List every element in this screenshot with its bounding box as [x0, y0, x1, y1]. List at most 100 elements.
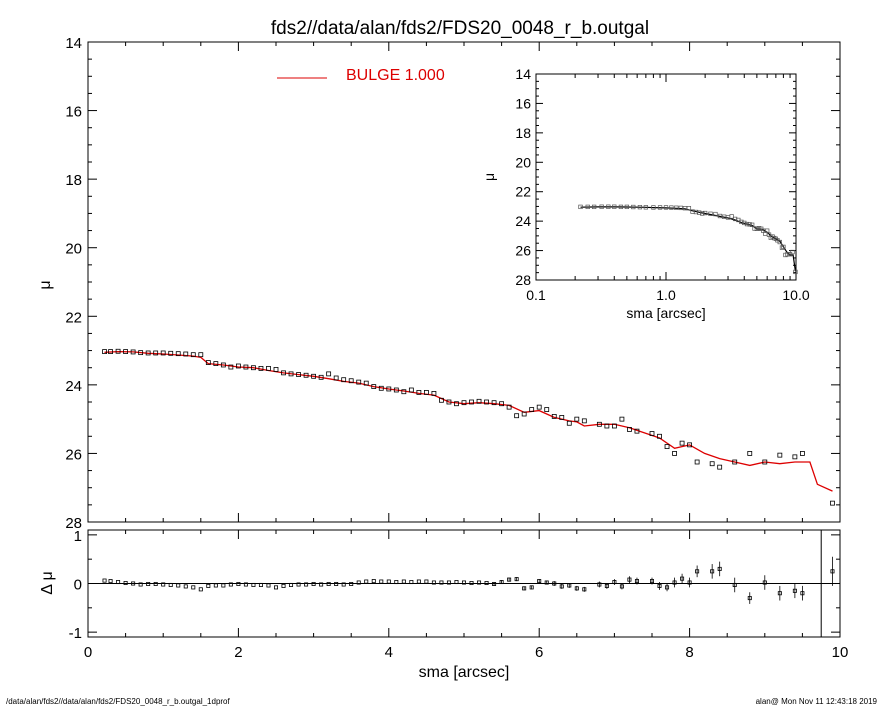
- residual-point: [687, 580, 692, 585]
- inset-data-point: [663, 205, 669, 210]
- data-point: [235, 363, 241, 369]
- residual-point: [604, 583, 609, 588]
- residual-point: [431, 580, 436, 585]
- data-point: [408, 387, 414, 393]
- residual-point: [131, 581, 136, 586]
- data-point: [499, 401, 505, 407]
- data-point: [454, 401, 459, 407]
- y-tick-label: 16: [65, 104, 82, 121]
- data-point: [574, 416, 580, 422]
- x-tick-label: 1.0: [656, 287, 676, 303]
- residual-point: [559, 584, 564, 589]
- residual-point: [168, 582, 173, 587]
- residual-point: [492, 581, 497, 586]
- inset-data-point: [669, 205, 674, 210]
- residual-point: [680, 576, 685, 581]
- inset-data-point: [708, 211, 713, 216]
- residual-point: [116, 580, 121, 585]
- data-point: [634, 428, 640, 434]
- inset-data-point: [643, 205, 649, 210]
- residual-point: [349, 581, 354, 586]
- residual-point: [356, 580, 361, 585]
- inset-model-line: [580, 206, 796, 272]
- residual-point: [634, 579, 639, 584]
- residual-point: [341, 582, 346, 587]
- y-tick-label: 24: [515, 213, 531, 229]
- data-point: [581, 418, 587, 424]
- residual-point: [574, 586, 579, 591]
- residual-point: [747, 596, 752, 601]
- residual-point: [213, 583, 218, 588]
- inset-data-point: [618, 204, 624, 210]
- x-axis-label: sma [arcsec]: [626, 305, 705, 321]
- data-point: [777, 452, 783, 458]
- y-tick-label: 28: [515, 272, 531, 288]
- data-point: [296, 372, 301, 377]
- data-point: [551, 413, 557, 419]
- data-point: [393, 387, 399, 393]
- data-point: [168, 350, 174, 356]
- inset-data-point: [752, 226, 757, 231]
- inset-data-point: [754, 226, 760, 231]
- data-point: [484, 399, 489, 405]
- data-point: [251, 365, 256, 371]
- x-tick-label: 8: [685, 644, 693, 661]
- x-axis-label: sma [arcsec]: [419, 664, 510, 681]
- data-point: [514, 413, 520, 419]
- data-point: [303, 372, 309, 378]
- data-point: [423, 389, 429, 395]
- data-point: [800, 451, 805, 456]
- data-point: [506, 404, 512, 410]
- y-tick-label: 26: [65, 446, 82, 463]
- data-point: [619, 416, 625, 422]
- residual-point: [665, 585, 670, 590]
- data-point: [356, 379, 362, 385]
- y-tick-label: 1: [74, 528, 82, 545]
- residual-point: [762, 580, 767, 585]
- residual-point: [800, 591, 805, 596]
- residual-point: [138, 582, 143, 587]
- inset-data-point: [591, 204, 597, 210]
- legend: BULGE 1.000: [277, 67, 445, 84]
- residual-point: [379, 579, 384, 584]
- data-point: [348, 378, 354, 384]
- data-point: [108, 349, 113, 355]
- data-point: [439, 397, 444, 403]
- residual-point: [544, 580, 549, 585]
- residual-point: [206, 583, 211, 588]
- residual-point: [537, 579, 542, 584]
- residual-point: [394, 580, 399, 585]
- residual-point: [446, 580, 451, 585]
- y-tick-label: 18: [515, 125, 531, 141]
- x-tick-label: 6: [535, 644, 543, 661]
- inset-data-point: [732, 216, 738, 222]
- inset-data-point: [697, 210, 702, 215]
- data-point: [830, 500, 835, 506]
- inset-data-point: [651, 205, 656, 210]
- inset-plot-frame: [535, 73, 797, 281]
- data-point: [130, 349, 136, 355]
- data-point: [341, 377, 347, 383]
- y-tick-label: 22: [515, 184, 531, 200]
- data-point: [288, 371, 294, 377]
- legend-label: BULGE 1.000: [346, 67, 445, 84]
- residual-point: [619, 584, 624, 589]
- inset-data-point: [578, 204, 583, 210]
- inset-data-point: [747, 222, 752, 227]
- footer-left: /data/alan/fds2//data/alan/fds2/FDS20_00…: [6, 697, 230, 706]
- residual-point: [777, 591, 782, 596]
- data-point: [612, 423, 617, 429]
- residual-point: [514, 577, 519, 582]
- data-point: [213, 361, 219, 367]
- data-point: [672, 451, 677, 456]
- y-axis-label: Δ μ: [39, 571, 56, 594]
- data-point: [205, 360, 211, 365]
- inset-data-point: [702, 210, 708, 216]
- series-line-bulge: [104, 350, 833, 492]
- data-point: [258, 365, 264, 371]
- data-point: [371, 384, 377, 389]
- data-point: [446, 399, 452, 405]
- data-point: [762, 459, 768, 465]
- residual-point: [273, 585, 278, 590]
